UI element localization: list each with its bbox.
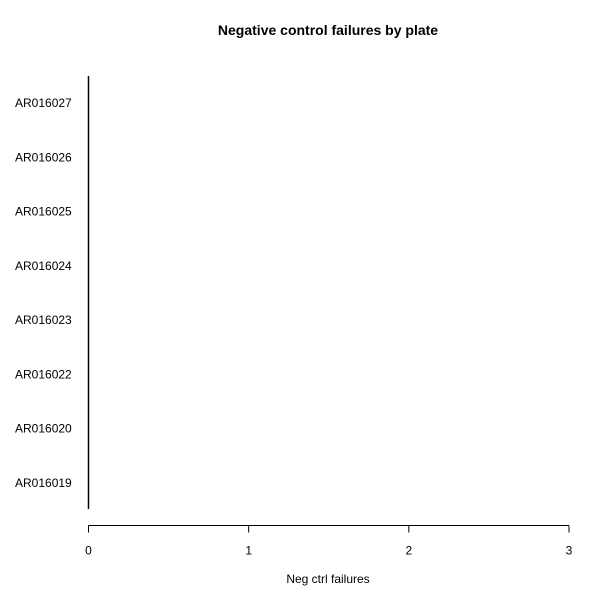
x-tick-label: 0 <box>85 544 92 558</box>
y-tick-label: AR016026 <box>15 150 72 164</box>
x-tick-label: 2 <box>405 544 412 558</box>
y-tick-label: AR016020 <box>15 422 72 436</box>
y-tick-label: AR016023 <box>15 313 72 327</box>
y-tick-label: AR016024 <box>15 259 72 273</box>
x-axis: 0 1 2 3 <box>85 525 573 558</box>
y-tick-label: AR016027 <box>15 96 72 110</box>
x-tick-label: 1 <box>245 544 252 558</box>
y-tick-label: AR016025 <box>15 205 72 219</box>
y-tick-label: AR016022 <box>15 367 72 381</box>
x-tick-label: 3 <box>566 544 573 558</box>
chart-title: Negative control failures by plate <box>218 22 438 38</box>
x-axis-label: Neg ctrl failures <box>286 572 369 586</box>
y-tick-label: AR016019 <box>15 476 72 490</box>
y-axis-labels: AR016019 AR016020 AR016022 AR016023 AR016024… <box>15 96 72 490</box>
